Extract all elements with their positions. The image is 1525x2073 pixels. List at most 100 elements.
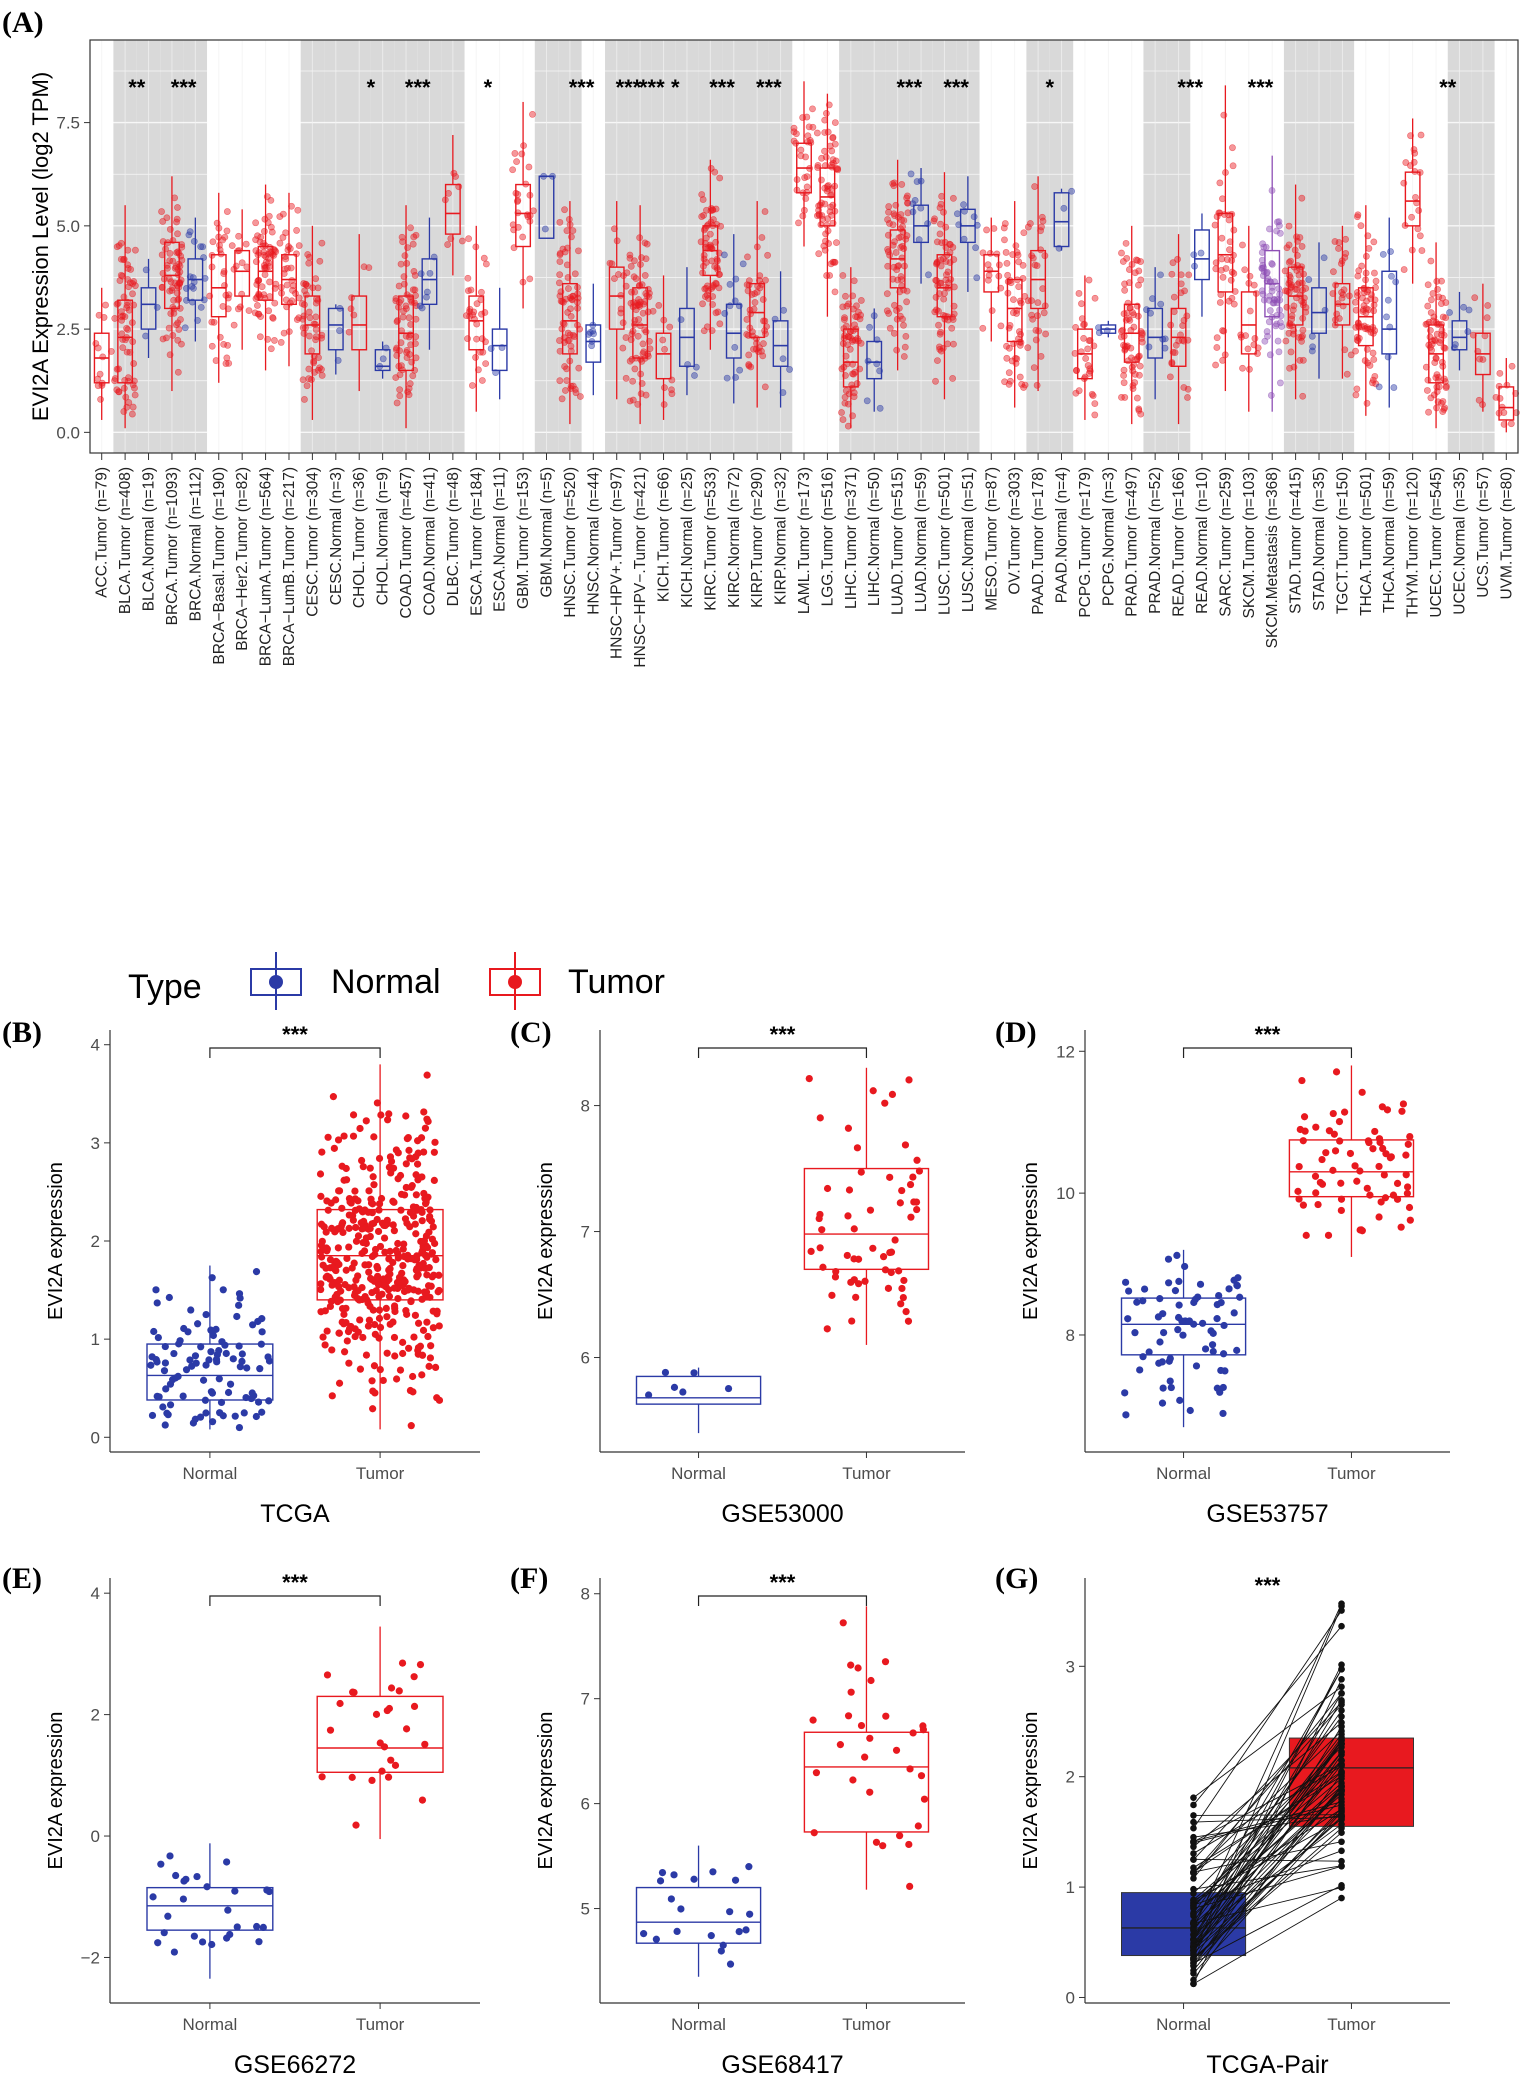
data-point <box>1196 1280 1205 1288</box>
category-18 <box>487 287 508 400</box>
category-13 <box>374 341 391 379</box>
category-37 <box>930 172 958 400</box>
data-point <box>622 374 630 382</box>
data-point <box>221 233 229 241</box>
data-point <box>1371 269 1378 277</box>
data-point <box>1392 278 1400 286</box>
box <box>1053 192 1070 248</box>
data-point <box>851 321 858 329</box>
category-58 <box>1422 242 1450 429</box>
data-point <box>933 306 940 314</box>
data-point <box>1250 281 1258 289</box>
data-point <box>1184 394 1191 401</box>
data-point <box>659 336 667 344</box>
data-point <box>1084 345 1092 353</box>
data-point <box>637 298 644 306</box>
data-point <box>428 1250 436 1258</box>
data-point <box>94 344 102 352</box>
data-point <box>627 262 635 270</box>
data-point <box>886 1248 894 1257</box>
data-point <box>960 201 967 209</box>
data-point <box>745 361 753 368</box>
data-point <box>314 284 322 292</box>
data-point <box>267 345 275 353</box>
data-point <box>938 192 946 200</box>
pair-line <box>1193 1760 1342 1952</box>
data-point <box>332 1266 340 1275</box>
data-point <box>480 254 488 262</box>
data-point <box>1155 1359 1163 1367</box>
data-point <box>1219 1383 1227 1392</box>
category-label: SKCM.Metastasis (n=368) <box>1264 467 1281 648</box>
data-point <box>1337 260 1345 268</box>
data-point <box>258 283 266 291</box>
category-35 <box>883 159 912 371</box>
data-point-normal <box>1190 1920 1197 1928</box>
data-point <box>935 307 942 315</box>
data-point <box>358 1156 366 1165</box>
data-point <box>1298 194 1306 202</box>
category-50 <box>1237 225 1262 412</box>
data-point <box>847 1661 855 1669</box>
data-point <box>1397 1223 1405 1231</box>
data-point <box>864 357 872 365</box>
data-point <box>1267 391 1275 399</box>
data-point <box>402 305 410 313</box>
pair-line <box>1193 1668 1342 1924</box>
data-point <box>207 1326 215 1334</box>
data-point <box>1298 243 1306 250</box>
data-point <box>367 1195 375 1203</box>
data-point <box>197 303 205 311</box>
data-point <box>758 234 766 241</box>
data-point <box>1244 345 1252 353</box>
data-point <box>823 272 831 279</box>
data-point <box>818 154 825 162</box>
data-point <box>172 1871 180 1880</box>
data-point <box>823 1184 832 1193</box>
data-point <box>235 1290 244 1298</box>
data-point <box>1220 1321 1228 1330</box>
data-point <box>383 1313 391 1321</box>
data-point <box>1363 345 1371 353</box>
data-point <box>1274 337 1282 345</box>
category-label: BRCA−Her2.Tumor (n=82) <box>234 467 251 651</box>
category-41 <box>1024 176 1050 392</box>
data-point <box>288 297 296 305</box>
data-point <box>329 1093 337 1101</box>
data-point <box>1165 1279 1173 1287</box>
data-point <box>435 1322 443 1330</box>
data-point <box>233 1923 241 1931</box>
data-point <box>1289 306 1297 314</box>
data-point <box>1068 187 1075 195</box>
data-point <box>1354 292 1361 300</box>
data-point <box>1460 303 1468 311</box>
data-point <box>630 299 638 306</box>
data-point <box>1136 362 1144 370</box>
data-point <box>1283 303 1291 311</box>
data-point <box>805 1075 813 1083</box>
group-tumor <box>316 1064 444 1430</box>
data-point <box>707 243 715 250</box>
data-point <box>359 1163 367 1171</box>
data-point <box>1300 1113 1309 1121</box>
data-point <box>165 1293 173 1302</box>
data-point <box>892 249 900 256</box>
data-point <box>162 1385 170 1393</box>
data-point <box>235 1301 243 1309</box>
data-point <box>511 150 519 157</box>
data-point <box>152 1286 160 1294</box>
data-point <box>365 1261 373 1269</box>
data-point <box>402 302 410 310</box>
data-point <box>1140 1285 1149 1293</box>
data-point <box>1464 328 1472 335</box>
category-label: UCEC.Normal (n=35) <box>1451 467 1468 615</box>
data-point <box>1296 1125 1304 1134</box>
data-point <box>414 1287 422 1295</box>
data-point <box>1091 411 1099 419</box>
data-point <box>1375 1213 1383 1221</box>
data-point <box>1082 355 1090 362</box>
data-point <box>1496 395 1504 402</box>
data-point <box>1341 254 1349 261</box>
pair-line <box>1193 1701 1342 1860</box>
data-point <box>203 1883 211 1891</box>
